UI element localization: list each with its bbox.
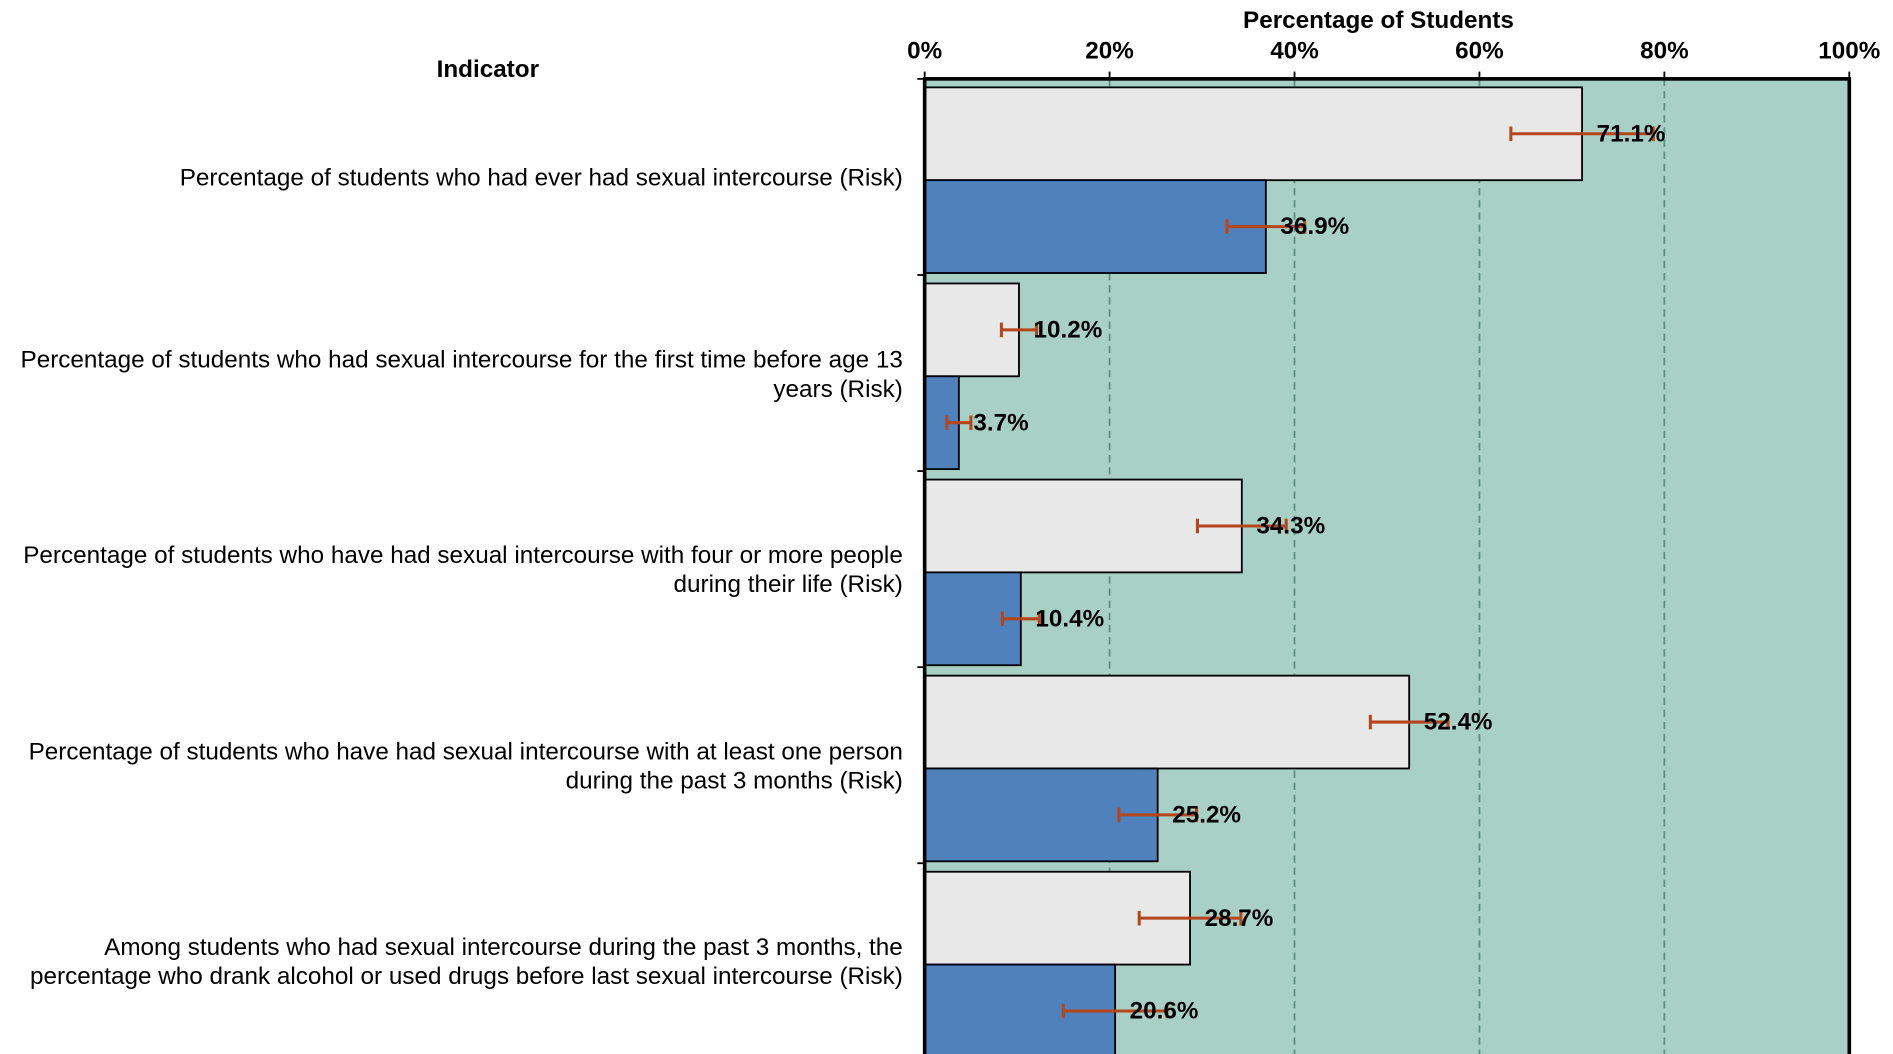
value-label: 3.7% <box>973 409 1028 436</box>
x-tick-label: 0% <box>907 38 942 65</box>
category-label: Percentage of students who have had sexu… <box>28 738 903 795</box>
category-label-box: Percentage of students who had sexual in… <box>20 346 903 403</box>
bar <box>923 179 1267 274</box>
value-label: 10.2% <box>1034 316 1103 343</box>
category-label-box: Percentage of students who had ever had … <box>179 165 903 192</box>
category-label-box: Among students who had sexual intercours… <box>30 934 903 991</box>
x-tick-label: 80% <box>1640 38 1689 65</box>
bar <box>923 478 1243 574</box>
y-axis-title: Indicator <box>437 56 540 83</box>
value-label: 20.6% <box>1130 998 1199 1025</box>
x-axis-title: Percentage of Students <box>1243 7 1514 34</box>
bar <box>923 86 1583 182</box>
x-tick-label: 100% <box>1818 38 1880 65</box>
x-tick-label: 40% <box>1270 38 1319 65</box>
value-label: 52.4% <box>1424 709 1493 736</box>
x-tick-label: 20% <box>1085 38 1134 65</box>
value-label: 36.9% <box>1280 213 1349 240</box>
bar <box>923 674 1411 770</box>
value-label: 25.2% <box>1172 802 1241 829</box>
value-label: 28.7% <box>1205 905 1274 932</box>
category-label-box: Percentage of students who have had sexu… <box>23 542 903 599</box>
category-label: Percentage of students who had ever had … <box>179 165 903 192</box>
value-label: 71.1% <box>1597 120 1666 147</box>
bar <box>923 963 1117 1054</box>
category-label: Percentage of students who had sexual in… <box>20 346 903 403</box>
category-label: Percentage of students who have had sexu… <box>23 542 903 599</box>
plot-border <box>922 77 1852 1054</box>
value-label: 34.3% <box>1256 513 1325 540</box>
x-tick-label: 60% <box>1455 38 1504 65</box>
value-label: 10.4% <box>1035 605 1104 632</box>
category-label: Among students who had sexual intercours… <box>30 934 903 991</box>
category-label-box: Percentage of students who have had sexu… <box>28 738 903 795</box>
